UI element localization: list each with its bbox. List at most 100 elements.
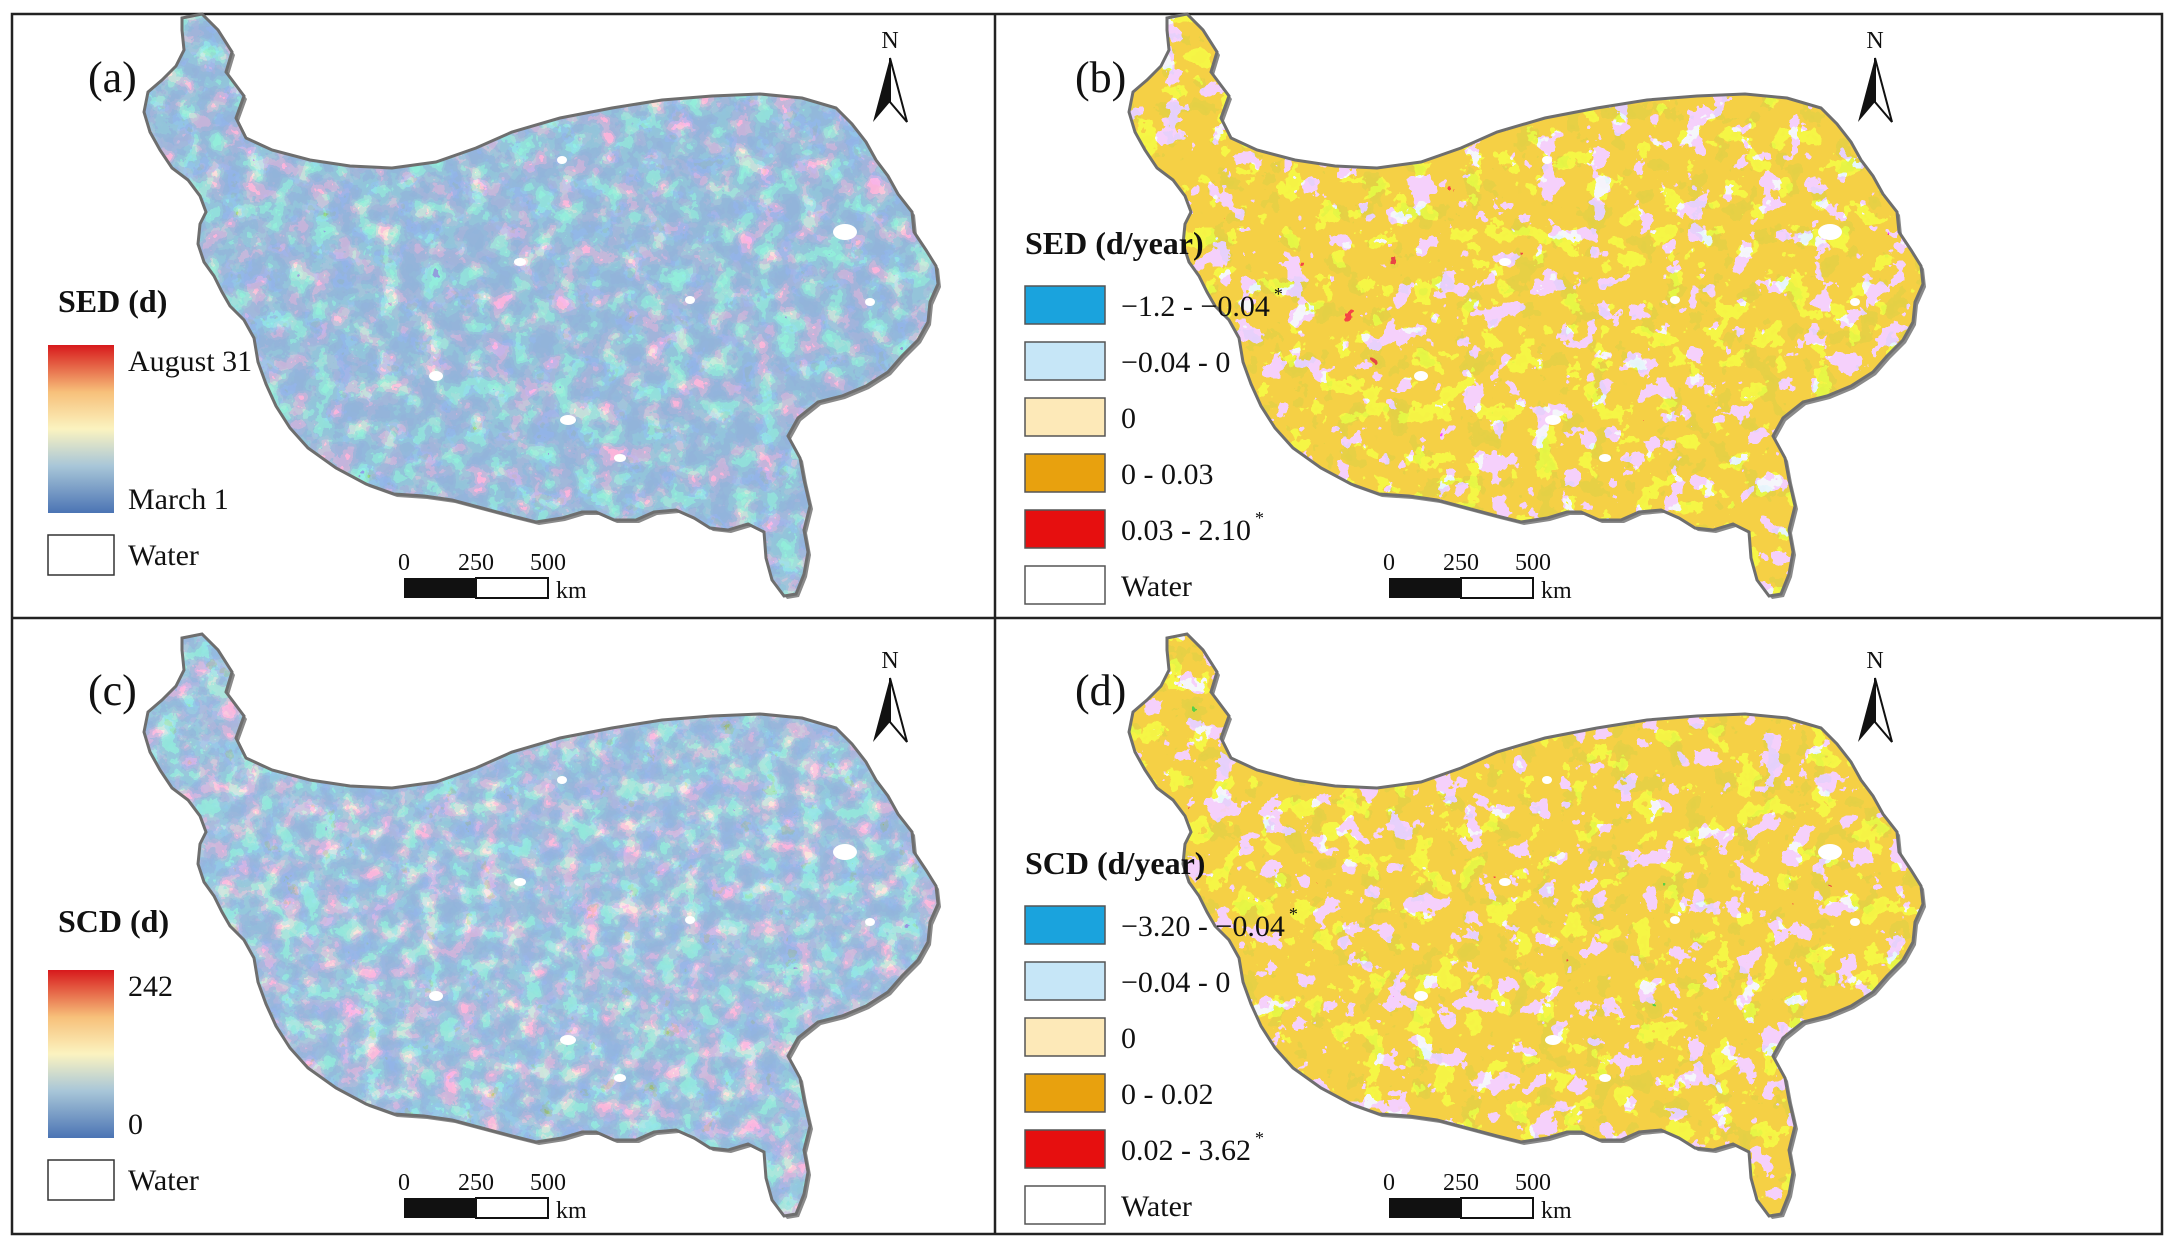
legend-b: SED (d/year)−1.2 - −0.04 *−0.04 - 000 - 0… [1024, 225, 1283, 605]
legend-swatch [1024, 565, 1106, 605]
legend-class-label: −0.04 - 0 [1121, 346, 1230, 379]
scale-unit: km [1541, 1198, 1572, 1224]
legend-title: SCD (d/year) [1025, 845, 1205, 881]
legend-title: SED (d) [58, 283, 167, 319]
scale-tick-label: 0 [398, 1170, 410, 1196]
scale-segment-dark [404, 578, 476, 598]
panel-tag-c: (c) [88, 666, 137, 715]
legend-class-label: Water [1121, 1190, 1192, 1223]
legend-swatch [1024, 1185, 1106, 1225]
figure-frame [10, 12, 2164, 1236]
scale-segment-dark [404, 1198, 476, 1218]
legend-swatch [1024, 1017, 1106, 1057]
water-body [865, 918, 875, 926]
legend-significance-mark: * [1274, 284, 1283, 304]
north-arrow-right [889, 677, 908, 743]
water-body [1850, 918, 1860, 926]
legend-min-label: 0 [128, 1108, 143, 1141]
plateau-raster [144, 634, 938, 1216]
legend-d: SCD (d/year)−3.20 - −0.04 *−0.04 - 000 - … [1024, 845, 1298, 1225]
legend-color-ramp [48, 345, 114, 513]
north-label: N [881, 648, 898, 674]
north-label: N [1866, 28, 1883, 54]
scale-tick-label: 500 [1515, 550, 1551, 576]
north-arrow-left [1858, 678, 1875, 742]
legend-water-label: Water [128, 1164, 199, 1197]
north-arrow-left [873, 58, 890, 122]
scale-tick-label: 0 [1383, 550, 1395, 576]
legend-significance-mark: * [1289, 904, 1298, 924]
legend-swatch [1024, 285, 1106, 325]
legend-class-label: 0 [1121, 402, 1136, 435]
scale-unit: km [556, 578, 587, 604]
water-body [685, 296, 695, 304]
legend-class-label: 0.03 - 2.10 [1121, 514, 1251, 547]
scale-tick-label: 500 [530, 1170, 566, 1196]
water-body [614, 454, 626, 462]
north-label: N [1866, 648, 1883, 674]
scale-segment-dark [1389, 578, 1461, 598]
water-body [560, 1035, 576, 1045]
north-arrow-right [1874, 57, 1893, 123]
north-arrow-right [889, 57, 908, 123]
legend-title: SCD (d) [58, 903, 169, 939]
legend-class-label: 0.02 - 3.62 [1121, 1134, 1251, 1167]
scale-tick-label: 0 [1383, 1170, 1395, 1196]
scale-unit: km [1541, 578, 1572, 604]
legend-class-label: −0.04 - 0 [1121, 966, 1230, 999]
north-arrow-right [1874, 677, 1893, 743]
scale-segment-dark [1389, 1198, 1461, 1218]
water-body [560, 415, 576, 425]
scale-tick-label: 250 [1443, 1170, 1479, 1196]
water-body [1599, 1074, 1611, 1082]
scale-segment-light [475, 1197, 549, 1219]
legend-class-label: −1.2 - −0.04 [1121, 290, 1270, 323]
water-body [514, 878, 526, 886]
scale-tick-label: 250 [458, 550, 494, 576]
north-arrow-icon: N [873, 648, 908, 743]
water-body [1599, 454, 1611, 462]
legend-max-label: August 31 [128, 345, 252, 378]
legend-water-label: Water [128, 539, 199, 572]
scale-tick-label: 250 [458, 1170, 494, 1196]
water-body [429, 991, 443, 1001]
legend-max-label: 242 [128, 970, 173, 1003]
scale-tick-label: 500 [1515, 1170, 1551, 1196]
water-body [833, 224, 857, 240]
legend-min-label: March 1 [128, 483, 229, 516]
legend-swatch [1024, 1073, 1106, 1113]
water-body [514, 258, 526, 266]
legend-class-label: 0 - 0.02 [1121, 1078, 1214, 1111]
legend-swatch [1024, 905, 1106, 945]
legend-title: SED (d/year) [1025, 225, 1204, 261]
scale-tick-label: 500 [530, 550, 566, 576]
plateau-raster [144, 14, 938, 596]
legend-significance-mark: * [1255, 1128, 1264, 1148]
panel-tag-d: (d) [1075, 666, 1126, 715]
legend-swatch [1024, 397, 1106, 437]
scale-segment-light [1460, 1197, 1534, 1219]
water-body [1414, 371, 1428, 381]
legend-class-label: −3.20 - −0.04 [1121, 910, 1285, 943]
panel-tag-a: (a) [88, 53, 137, 102]
water-body [1545, 415, 1561, 425]
water-body [1670, 916, 1680, 924]
water-body [1850, 298, 1860, 306]
north-arrow-icon: N [1858, 648, 1893, 743]
legend-class-label: 0 [1121, 1022, 1136, 1055]
water-body [1499, 878, 1511, 886]
legend-color-ramp [48, 970, 114, 1138]
legend-significance-mark: * [1255, 508, 1264, 528]
water-body [1499, 258, 1511, 266]
water-body [614, 1074, 626, 1082]
water-body [1545, 1035, 1561, 1045]
legend-a: SED (d) August 31 March 1 Water [47, 283, 252, 576]
north-label: N [881, 28, 898, 54]
